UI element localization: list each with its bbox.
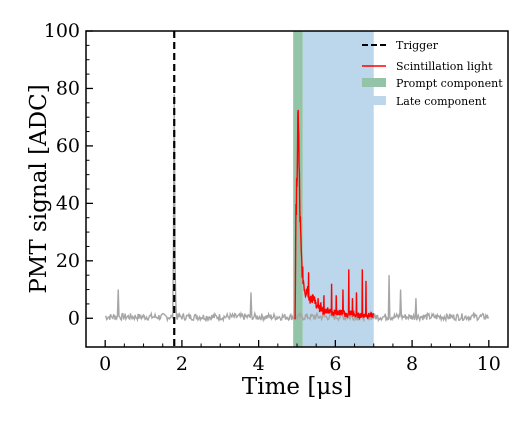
y-axis-title: PMT signal [ADC]: [26, 84, 52, 293]
y-axis-ticks: 0 20 40 60 80 100: [44, 20, 93, 329]
background-waveform-line: [104, 94, 490, 323]
x-axis-ticks: 0 2 4 6 8 10: [99, 340, 501, 375]
background-waveform: [104, 94, 490, 323]
x-tick-label: 8: [406, 353, 418, 375]
prompt-component-region: [293, 31, 303, 347]
x-tick-label: 0: [99, 353, 111, 375]
legend-late-swatch: [362, 96, 386, 105]
y-tick-label: 0: [68, 307, 80, 329]
x-tick-label: 6: [329, 353, 341, 375]
legend-late-label: Late component: [396, 95, 487, 108]
scintillation-waveform: [294, 109, 375, 321]
x-tick-label: 2: [176, 353, 188, 375]
legend: Trigger Scintillation light Prompt compo…: [362, 39, 503, 108]
x-tick-label: 4: [253, 353, 265, 375]
y-tick-label: 20: [56, 250, 80, 272]
y-tick-label: 40: [56, 192, 80, 214]
y-tick-label: 100: [44, 20, 80, 42]
legend-scintillation-label: Scintillation light: [396, 60, 493, 73]
x-tick-label: 10: [477, 353, 501, 375]
legend-prompt-swatch: [362, 78, 386, 87]
legend-trigger-label: Trigger: [396, 39, 439, 52]
scintillation-light-line: [294, 109, 375, 321]
y-tick-label: 60: [56, 135, 80, 157]
component-regions: [293, 31, 374, 347]
y-tick-label: 80: [56, 77, 80, 99]
legend-prompt-label: Prompt component: [396, 77, 503, 90]
x-axis-title: Time [μs]: [242, 374, 352, 400]
